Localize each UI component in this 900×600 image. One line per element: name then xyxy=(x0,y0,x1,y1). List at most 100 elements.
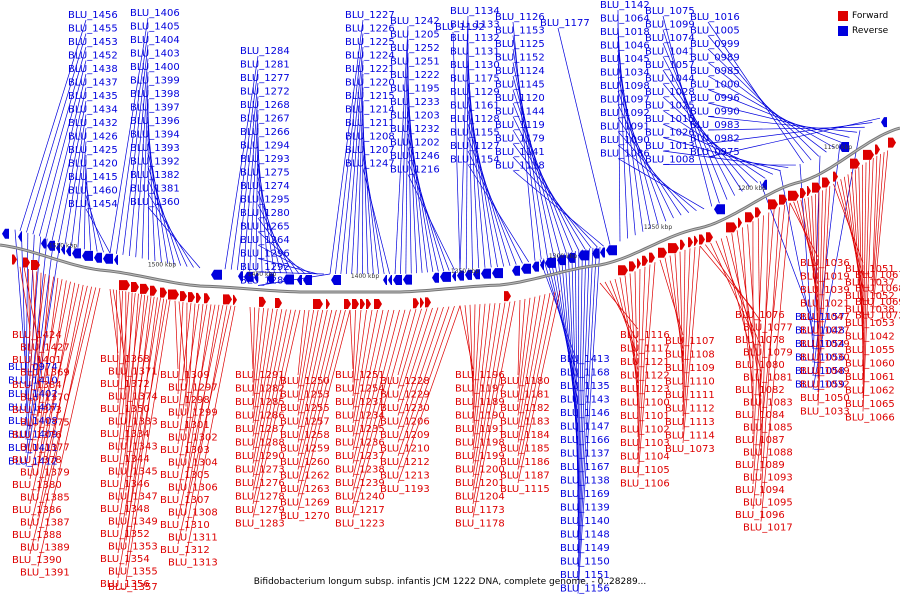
forward-gene-label: BLU_1298 xyxy=(160,395,210,406)
forward-gene-label: BLU_1387 xyxy=(20,518,70,529)
forward-gene-label: BLU_1196 xyxy=(455,370,505,381)
label-leader-line xyxy=(397,308,428,403)
label-leader-line xyxy=(637,264,651,465)
label-leader-line xyxy=(707,89,842,143)
forward-gene-label: BLU_1212 xyxy=(380,457,430,468)
reverse-gene-label: BLU_1246 xyxy=(390,151,440,162)
reverse-gene-label: BLU_1175 xyxy=(450,74,500,85)
forward-gene-label: BLU_1178 xyxy=(455,519,505,530)
forward-gene-label: BLU_1121 xyxy=(620,357,670,368)
label-leader-line xyxy=(467,150,523,264)
reverse-gene-arrow xyxy=(238,271,243,282)
label-leader-line xyxy=(617,9,621,242)
forward-gene-label: BLU_1201 xyxy=(455,478,505,489)
label-leader-line xyxy=(752,209,775,485)
label-leader-line xyxy=(577,247,597,581)
label-leader-line xyxy=(174,300,179,370)
reverse-gene-label: BLU_0999 xyxy=(690,39,740,50)
forward-gene-label: BLU_1085 xyxy=(743,423,793,434)
forward-gene-label: BLU_1347 xyxy=(108,492,158,503)
label-leader-line xyxy=(617,90,667,222)
label-leader-line xyxy=(472,301,511,505)
forward-gene-label: BLU_1180 xyxy=(500,376,550,387)
reverse-gene-arrow xyxy=(56,242,60,253)
reverse-gene-label: BLU_1120 xyxy=(495,93,545,104)
label-leader-line xyxy=(517,295,541,430)
forward-gene-arrow xyxy=(768,199,778,210)
reverse-gene-arrow xyxy=(244,271,253,282)
label-leader-line xyxy=(85,208,111,254)
reverse-gene-label: BLU_1074 xyxy=(645,33,695,44)
reverse-gene-label: BLU_1124 xyxy=(495,66,545,77)
label-leader-line xyxy=(512,116,580,251)
label-leader-line xyxy=(257,177,281,274)
label-leader-line xyxy=(297,309,351,511)
reverse-gene-label: BLU_1045 xyxy=(600,54,650,65)
reverse-gene-label: BLU_1146 xyxy=(560,408,610,419)
forward-gene-arrow xyxy=(420,297,424,308)
forward-gene-label: BLU_1110 xyxy=(665,377,715,388)
reverse-gene-label: BLU_1407 xyxy=(8,403,58,414)
forward-gene-arrow xyxy=(788,190,799,201)
forward-gene-label: BLU_1276 xyxy=(235,478,285,489)
reverse-gene-label: BLU_1128 xyxy=(450,114,500,125)
reverse-gene-label: BLU_1226 xyxy=(345,24,395,35)
label-leader-line xyxy=(51,87,87,241)
reverse-gene-label: BLU_1214 xyxy=(345,105,395,116)
label-leader-line xyxy=(177,303,192,420)
label-leader-line xyxy=(720,238,754,360)
label-leader-line xyxy=(546,257,579,392)
label-leader-line xyxy=(862,157,874,412)
reverse-gene-label: BLU_1154 xyxy=(450,155,500,166)
reverse-gene-arrow xyxy=(283,274,294,285)
label-leader-line xyxy=(141,85,149,259)
forward-gene-arrow xyxy=(637,258,641,269)
label-leader-line xyxy=(115,289,119,379)
forward-gene-label: BLU_1088 xyxy=(743,448,793,459)
reverse-gene-label: BLU_1092 xyxy=(600,108,650,119)
reverse-gene-label: BLU_1233 xyxy=(390,97,440,108)
label-leader-line xyxy=(872,150,889,310)
label-leader-line xyxy=(21,231,27,386)
forward-gene-label: BLU_1282 xyxy=(235,384,285,395)
reverse-gene-label: BLU_1360 xyxy=(130,197,180,208)
forward-gene-arrow xyxy=(833,171,838,182)
label-leader-line xyxy=(812,130,861,390)
forward-gene-label: BLU_1313 xyxy=(168,558,218,569)
reverse-gene-arrow xyxy=(403,274,412,285)
label-leader-line xyxy=(257,271,324,275)
label-leader-line xyxy=(177,304,216,495)
label-leader-line xyxy=(550,256,579,405)
forward-gene-label: BLU_1310 xyxy=(160,520,210,531)
label-leader-line xyxy=(599,282,639,330)
label-leader-line xyxy=(362,127,374,275)
forward-gene-label: BLU_1184 xyxy=(500,430,550,441)
reverse-gene-arrow xyxy=(103,253,113,264)
label-leader-line xyxy=(405,52,409,274)
label-leader-line xyxy=(362,154,385,275)
forward-gene-label: BLU_1306 xyxy=(168,483,218,494)
reverse-gene-label: BLU_1420 xyxy=(68,159,118,170)
label-leader-line xyxy=(177,303,200,445)
forward-gene-label: BLU_1209 xyxy=(380,430,430,441)
label-leader-line xyxy=(109,17,149,254)
label-leader-line xyxy=(257,258,318,275)
reverse-gene-label: BLU_1127 xyxy=(450,141,500,152)
forward-gene-label: BLU_1375 xyxy=(20,418,70,429)
label-leader-line xyxy=(617,50,644,232)
forward-gene-arrow xyxy=(233,294,237,305)
label-leader-line xyxy=(512,143,592,249)
label-leader-line xyxy=(26,33,87,233)
axis-tick-label: 1350 kbp xyxy=(451,268,479,275)
label-leader-line xyxy=(19,19,87,231)
forward-gene-label: BLU_1307 xyxy=(160,495,210,506)
label-leader-line xyxy=(352,309,378,437)
reverse-gene-label: BLU_1265 xyxy=(240,222,290,233)
forward-gene-arrow xyxy=(822,177,830,188)
label-leader-line xyxy=(682,248,691,417)
reverse-gene-label: BLU_1041 xyxy=(645,47,695,58)
forward-gene-label: BLU_1117 xyxy=(620,344,670,355)
forward-gene-label: BLU_1052 xyxy=(845,291,895,302)
forward-gene-label: BLU_1357 xyxy=(108,582,158,593)
forward-gene-label: BLU_1353 xyxy=(108,542,158,553)
